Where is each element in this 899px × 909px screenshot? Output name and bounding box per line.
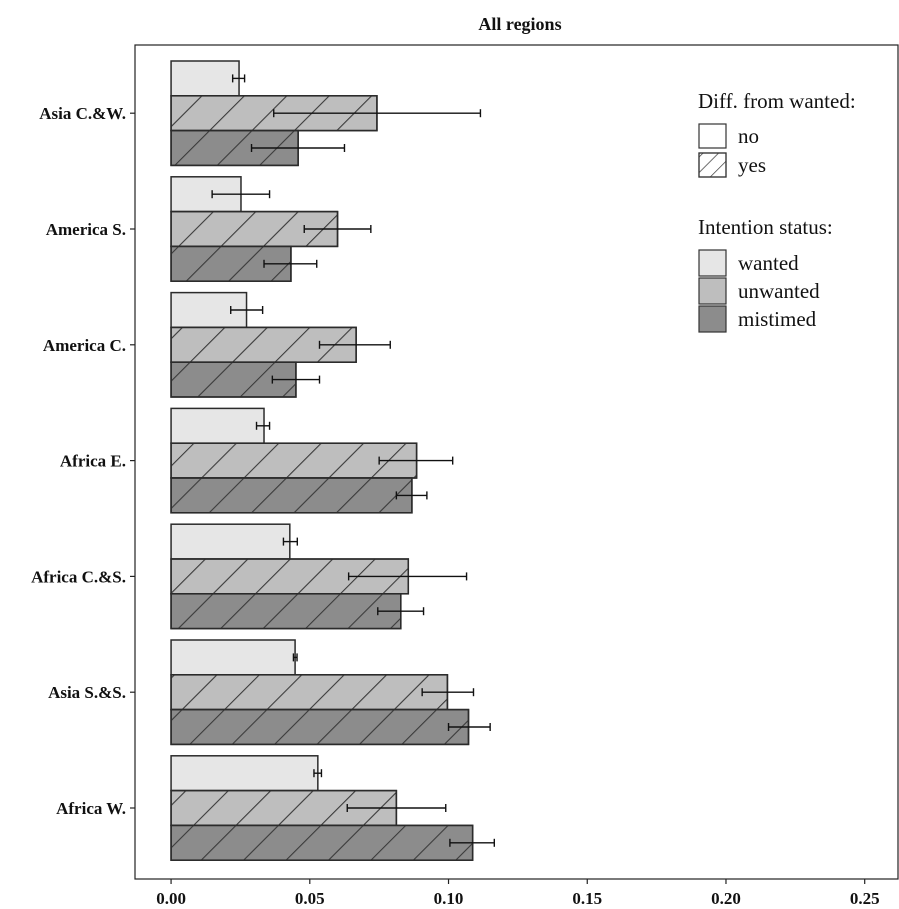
x-tick-label-3: 0.15 <box>572 889 602 904</box>
legend-label-no: no <box>738 124 759 148</box>
legend-label-yes: yes <box>738 153 766 177</box>
legend: Diff. from wanted: no yes Intention status:… <box>698 89 856 333</box>
x-tick-label-1: 0.05 <box>295 889 325 904</box>
legend-label-mistimed: mistimed <box>738 307 817 331</box>
y-tick-label-america-s: America S. <box>46 220 126 239</box>
x-tick-label-0: 0.00 <box>156 889 186 904</box>
error-bars-layer <box>211 74 496 847</box>
y-tick-label-asia-c-w: Asia C.&W. <box>39 104 126 123</box>
y-tick-label-africa-e: Africa E. <box>60 452 126 471</box>
bar-asia-s-s-unwanted-hatch <box>170 674 449 711</box>
legend-label-unwanted: unwanted <box>738 279 820 303</box>
y-tick-label-asia-s-s: Asia S.&S. <box>48 683 126 702</box>
legend-swatch-mistimed <box>698 305 727 333</box>
bar-africa-e-wanted <box>170 407 265 444</box>
bar-africa-w-wanted <box>170 755 319 792</box>
bar-africa-c-s-mistimed-hatch <box>170 593 402 630</box>
legend-swatch-unwanted <box>698 277 727 305</box>
x-tick-label-2: 0.10 <box>434 889 464 904</box>
bar-asia-s-s-wanted <box>170 639 296 676</box>
bar-africa-w-mistimed-hatch <box>170 824 474 861</box>
x-axis: 0.00 0.05 0.10 0.15 0.20 0.25 <box>156 879 880 908</box>
legend-swatch-no <box>698 123 727 149</box>
x-tick-label-5: 0.25 <box>850 889 880 904</box>
legend-swatch-yes-hatch <box>698 152 727 178</box>
bar-america-s-unwanted-hatch <box>170 210 339 248</box>
bar-asia-s-s-mistimed-hatch <box>170 708 470 746</box>
bar-asia-c-w-wanted <box>170 60 240 97</box>
bar-africa-c-s-wanted <box>170 523 291 560</box>
plot-area-frame <box>134 44 899 880</box>
y-tick-label-america-c: America C. <box>43 336 126 355</box>
legend-diff-title: Diff. from wanted: <box>698 89 856 113</box>
y-tick-label-africa-c-s: Africa C.&S. <box>31 567 126 586</box>
y-tick-label-africa-w: Africa W. <box>56 799 126 818</box>
x-tick-label-4: 0.20 <box>711 889 741 904</box>
chart-title: All regions <box>478 14 561 34</box>
legend-swatch-wanted <box>698 249 727 277</box>
bar-africa-e-mistimed-hatch <box>170 477 413 514</box>
legend-status-title: Intention status: <box>698 215 833 239</box>
y-axis: Asia C.&W. America S. America C. Africa E. A… <box>31 104 135 818</box>
legend-label-wanted: wanted <box>738 251 799 275</box>
